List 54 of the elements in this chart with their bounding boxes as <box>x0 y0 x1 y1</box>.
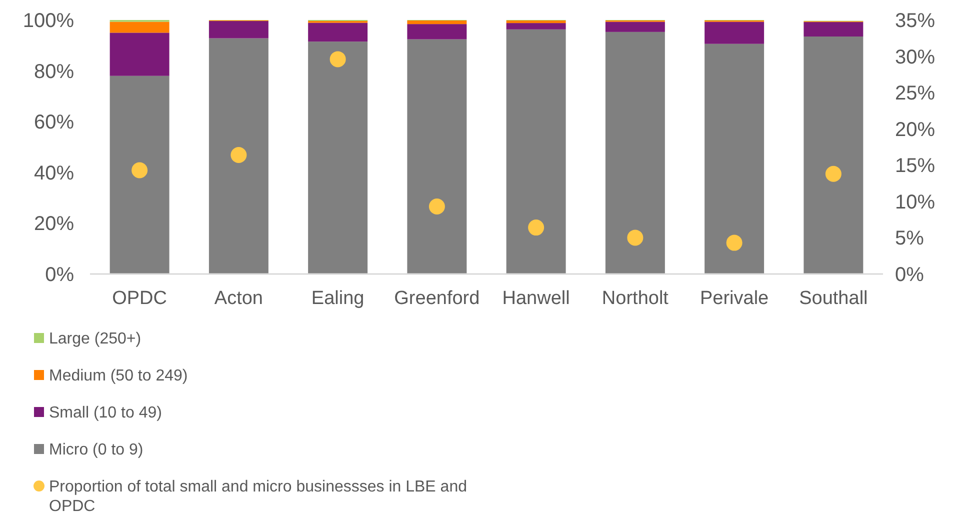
bar <box>308 22 368 42</box>
y-tick-label: 80% <box>34 60 74 83</box>
bar <box>110 76 170 274</box>
bar <box>407 24 467 40</box>
bar <box>704 22 764 44</box>
y-tick-label: 0% <box>45 264 74 286</box>
y2-tick-label: 0% <box>895 264 924 286</box>
bar <box>506 23 566 30</box>
x-tick-label: Acton <box>214 288 263 309</box>
bar <box>308 42 368 274</box>
x-tick-label: Hanwell <box>502 288 570 309</box>
x-tick-label: Northolt <box>602 288 670 309</box>
y2-tick-label: 25% <box>895 82 936 105</box>
y-tick-label: 100% <box>22 10 74 32</box>
bar <box>110 22 170 33</box>
bar <box>804 22 864 37</box>
x-tick-label: OPDC <box>112 288 168 309</box>
x-tick-label: Perivale <box>700 288 769 309</box>
legend-label: Micro (0 to 9) <box>49 442 144 459</box>
point <box>230 146 247 163</box>
legend-label: Medium (50 to 249) <box>49 368 188 385</box>
bar <box>407 20 467 24</box>
y2-tick-label: 30% <box>895 46 936 68</box>
bar <box>506 29 566 274</box>
legend-label: Proportion of total small and micro businessses in LBE and OPDC <box>49 478 467 515</box>
point <box>825 166 842 182</box>
bar <box>110 32 170 76</box>
y2-tick-label: 5% <box>895 228 924 250</box>
point <box>132 162 148 178</box>
y2-tick-label: 10% <box>895 191 936 214</box>
point <box>528 220 544 236</box>
y2-tick-label: 35% <box>895 10 936 32</box>
bar <box>407 39 467 274</box>
bar <box>208 21 268 38</box>
bar <box>506 20 566 24</box>
bar <box>208 38 268 274</box>
x-tick-label: Southall <box>799 288 868 309</box>
y2-tick-label: 15% <box>895 155 936 178</box>
point <box>726 234 742 251</box>
legend-label: Large (250+) <box>49 330 142 348</box>
bar <box>605 22 665 32</box>
point <box>627 230 644 246</box>
y2-tick-label: 20% <box>895 118 936 141</box>
y-tick-label: 40% <box>34 162 74 184</box>
x-tick-label: Ealing <box>311 288 364 309</box>
y-tick-label: 20% <box>34 213 74 236</box>
bar <box>704 44 764 274</box>
point <box>330 51 346 68</box>
point <box>428 198 445 215</box>
legend-label: Small (10 to 49) <box>49 404 162 422</box>
y-tick-label: 60% <box>34 112 74 134</box>
bar <box>605 32 665 274</box>
bar <box>804 36 864 274</box>
x-tick-label: Greenford <box>394 288 480 309</box>
